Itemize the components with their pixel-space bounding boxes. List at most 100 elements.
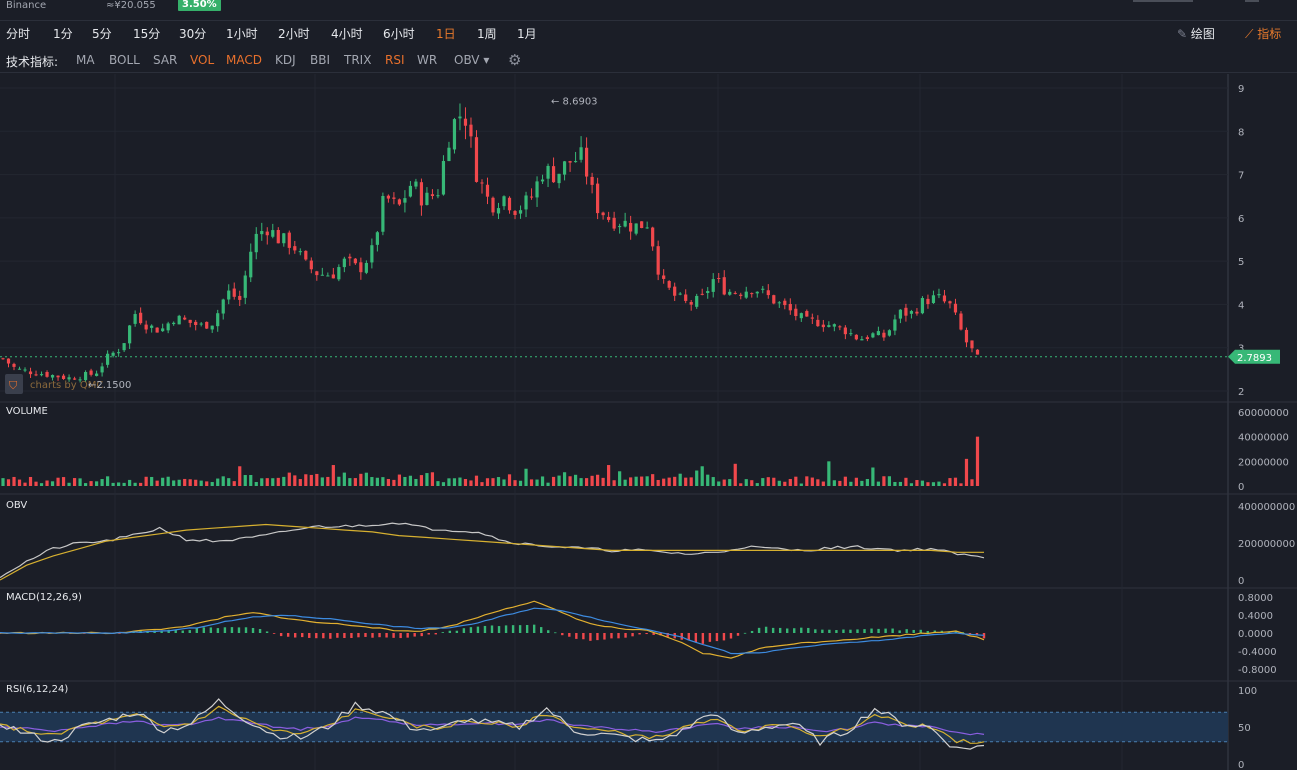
candle-body-128 [706,291,710,294]
interval-tab-5[interactable]: 30分 [179,27,207,41]
interval-tab-12[interactable]: 1月 [517,27,537,41]
candle-body-77 [425,192,429,205]
volume-bar-43 [238,466,242,486]
candle-body-12 [67,377,71,380]
volume-bar-51 [282,476,286,486]
volume-bar-59 [326,476,330,486]
candle-body-105 [579,147,583,160]
volume-bar-53 [293,475,297,486]
candle-body-25 [139,312,143,324]
candle-body-99 [546,165,550,179]
interval-tab-10[interactable]: 1日 [436,27,456,41]
candle-body-142 [783,300,787,306]
indicator-ma[interactable]: MA [76,53,95,67]
volume-bar-73 [403,476,407,486]
candle-body-151 [832,324,836,327]
indicator-obv[interactable]: OBV ▾ [454,53,490,67]
macd-hist-64 [448,630,452,633]
price-tick-4: 5 [1238,257,1244,268]
volume-bar-169 [931,482,936,486]
gear-icon[interactable]: ⚙ [508,51,522,69]
indicator-boll[interactable]: BOLL [109,53,140,67]
macd-hist-73 [511,625,515,633]
candle-body-122 [673,286,677,296]
candle-body-53 [293,246,297,251]
macd-hist-126 [884,628,887,633]
volume-bar-95 [524,468,528,486]
volume-bar-79 [436,481,440,486]
window-control-1[interactable] [1133,0,1193,2]
macd-hist-46 [322,633,325,639]
candle-body-65 [359,262,363,273]
macd-hist-33 [230,627,234,633]
macd-hist-30 [209,627,213,633]
rsi-tick-2: 0 [1238,760,1244,770]
volume-bar-39 [216,478,220,486]
indicator-rsi[interactable]: RSI [385,53,405,67]
indicator-sar[interactable]: SAR [153,53,178,67]
macd-hist-40 [279,633,283,637]
candle-body-101 [557,173,561,184]
macd-hist-79 [554,632,557,634]
candle-body-154 [849,333,853,335]
volume-bar-25 [139,482,143,486]
indicator-macd[interactable]: MACD [226,53,262,67]
volume-bar-140 [772,477,776,486]
window-control-2[interactable] [1245,0,1259,2]
indicator-bbi[interactable]: BBI [310,53,331,67]
macd-hist-31 [216,628,220,633]
interval-tab-6[interactable]: 1小时 [226,27,258,41]
macd-tick-3: -0.4000 [1238,647,1277,658]
interval-tab-1[interactable]: 分时 [6,27,31,41]
macd-hist-124 [870,628,873,633]
interval-tab-11[interactable]: 1周 [477,27,497,41]
volume-bar-164 [904,477,908,486]
indicator-wr[interactable]: WR [417,53,438,67]
interval-tab-4[interactable]: 15分 [133,27,161,41]
candle-body-21 [117,352,121,354]
candle-body-36 [199,323,203,325]
volume-bar-64 [353,478,357,486]
macd-hist-48 [336,633,339,638]
indicator-kdj[interactable]: KDJ [275,53,296,67]
candle-body-48 [265,231,269,236]
volume-bar-0 [1,478,5,486]
volume-bar-65 [359,473,363,486]
macd-hist-50 [350,633,353,638]
macd-hist-83 [582,633,585,640]
volume-bar-68 [375,477,379,486]
volume-bar-9 [50,481,55,486]
interval-tab-9[interactable]: 6小时 [383,27,415,41]
candle-body-45 [249,251,253,278]
macd-hist-72 [504,625,508,633]
macd-hist-112 [786,628,789,633]
candle-body-38 [210,325,214,330]
draw-tool[interactable]: ✎ 绘图 [1177,25,1215,42]
candle-body-83 [458,116,462,119]
macd-tick-1: 0.4000 [1238,611,1273,622]
volume-bar-161 [887,476,892,486]
interval-tab-2[interactable]: 1分 [53,27,73,41]
macd-hist-91 [638,633,641,635]
candle-body-132 [728,291,732,295]
interval-tab-7[interactable]: 2小时 [278,27,310,41]
indicator-tool[interactable]: ⟋ 指标 [1245,25,1281,42]
indicator-trix[interactable]: TRIX [344,53,372,67]
volume-bar-116 [640,476,644,486]
macd-dea-line [0,607,985,655]
candle-body-131 [722,277,726,295]
candle-body-49 [271,230,275,237]
candle-body-28 [155,327,159,333]
interval-tab-3[interactable]: 5分 [92,27,112,41]
interval-tab-8[interactable]: 4小时 [331,27,363,41]
candle-body-169 [931,295,936,304]
volume-bar-153 [843,476,847,486]
macd-hist-77 [540,627,543,633]
volume-bar-40 [221,476,225,486]
macd-hist-67 [469,627,473,633]
chart-canvas[interactable]: 9 8 7 6 5 4 3 2 2.7893 ← 8.6903 ⛉ charts by QMC←2.1… [0,74,1297,770]
volume-bar-150 [827,461,831,486]
volume-bar-91 [502,479,506,486]
indicator-vol[interactable]: VOL [190,53,215,67]
macd-hist-89 [624,633,627,638]
